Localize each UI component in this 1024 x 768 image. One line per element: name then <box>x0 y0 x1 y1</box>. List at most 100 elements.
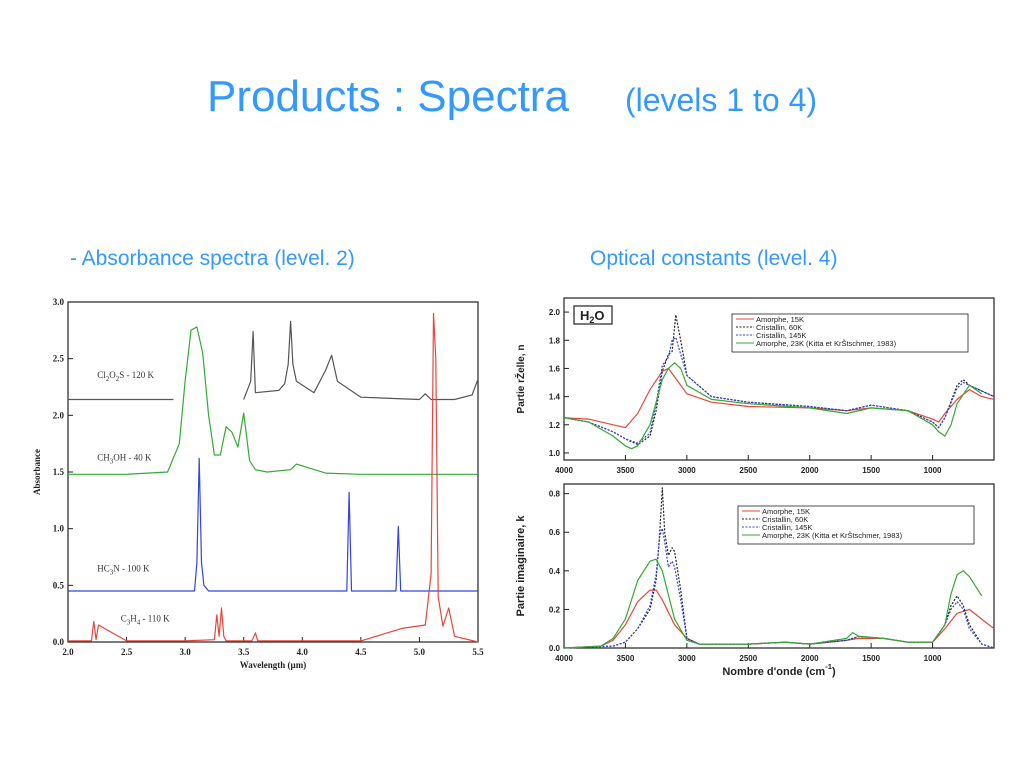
annotation-part: OH - 40 K <box>113 453 152 463</box>
x-tick-label: 5.0 <box>414 647 426 657</box>
series-line-ch3oh-40-k <box>68 326 478 475</box>
h2o-label-box: H2O <box>573 305 613 325</box>
annotation-part: H <box>130 614 137 624</box>
y-axis-label: Absorbance <box>32 449 42 495</box>
x-axis-label: Wavelength (µm) <box>240 660 306 670</box>
y-tick-label: 2.0 <box>53 410 65 420</box>
x-tick-label: 1500 <box>862 654 880 663</box>
legend-label-amorphe-15k: Amorphe, 15K <box>756 315 804 324</box>
x-axis-label-tail: ) <box>832 666 836 678</box>
series-line-amorphe-23k-kitta-et-kr-tschmer-1983 <box>563 362 983 450</box>
absorbance-chart: 2.0 2.5 3.0 3.5 4.0 4.5 5.0 5.5 0.0 0.5 1.0 1.5 2.0 2… <box>30 290 485 680</box>
y-tick-label: 1.8 <box>549 336 561 345</box>
series-line-hc3n-100-k <box>68 457 478 592</box>
series-annotation-ch3oh-40-k: CH3OH - 40 K <box>97 453 152 466</box>
x-tick-label: 4000 <box>555 654 573 663</box>
x-tick-label: 2500 <box>739 466 757 474</box>
annotation-part: CH <box>97 453 110 463</box>
x-tick-label: 3500 <box>617 466 635 474</box>
plot-frame <box>563 483 995 649</box>
legend-label-cristallin-145k: Cristallin, 145K <box>756 331 806 340</box>
annotation-part: HC <box>97 564 110 574</box>
x-tick-label: 3500 <box>617 654 635 663</box>
x-tick-label: 4.0 <box>297 647 309 657</box>
annotation-subscript: 3 <box>127 619 131 627</box>
x-axis-label-text: Wavelength (µm) <box>240 660 306 670</box>
y-tick-label: 0.0 <box>53 637 65 647</box>
h2o-box <box>573 305 613 325</box>
annotation-subscript: 4 <box>137 619 141 627</box>
y-tick-label: 3.0 <box>53 297 65 307</box>
refractive-index-chart: 4000 3500 3000 2500 2000 1500 1000 1.0 1.2 1.4 1.6… <box>512 294 1004 474</box>
legend-label-cristallin-60k: Cristallin, 60K <box>756 323 802 332</box>
series-group <box>563 314 995 450</box>
h2o-part: H <box>580 308 589 323</box>
x-tick-label: 2.0 <box>62 647 74 657</box>
y-tick-label: 0.0 <box>549 644 561 653</box>
chart-background <box>30 290 485 680</box>
x-tick-label: 2000 <box>801 466 819 474</box>
plot-frame <box>563 297 995 461</box>
annotation-subscript: 3 <box>110 569 114 577</box>
x-axis-label-superscript: -1 <box>825 662 833 671</box>
legend-label-cristallin-60k: Cristallin, 60K <box>762 515 808 524</box>
y-axis-label: Partie imaginaire, k <box>515 515 527 617</box>
y-tick-label: 1.0 <box>549 449 561 458</box>
y-tick-label: 0.2 <box>549 605 561 614</box>
title-subtitle: (levels 1 to 4) <box>624 82 818 118</box>
annotation-part: Cl <box>97 370 106 380</box>
y-tick-label: 2.0 <box>549 308 561 317</box>
y-tick-label: 0.6 <box>549 528 561 537</box>
x-tick-label: 2000 <box>801 654 819 663</box>
y-tick-label: 0.8 <box>549 490 561 499</box>
x-axis-label: Nombre d'onde (cm-1) <box>722 662 836 678</box>
y-tick-label: 1.6 <box>549 364 561 373</box>
series-annotation-c3h4-110-k: C3H4 - 110 K <box>121 614 170 627</box>
x-tick-label: 5.5 <box>472 647 484 657</box>
annotation-subscript: 2 <box>106 375 110 383</box>
x-axis-label-text: Nombre d'onde (cm <box>722 666 825 678</box>
y-tick-label: 1.2 <box>549 421 561 430</box>
title-main: Products : Spectra <box>206 72 569 121</box>
legend-box <box>731 313 969 353</box>
x-tick-label: 3.0 <box>180 647 192 657</box>
h2o-subscript: 2 <box>589 315 594 325</box>
series-line-c2o2s-120-k <box>68 320 479 401</box>
annotation-subscript: 3 <box>110 458 114 466</box>
y-tick-label: 0.4 <box>549 567 561 576</box>
legend-label-amorphe-23k-kitta-et-kr-tschmer-1983: Amorphe, 23K (Kitta et KrŠtschmer, 1983) <box>756 339 897 348</box>
y-tick-label: 0.5 <box>53 580 65 590</box>
legend-label-amorphe-15k: Amorphe, 15K <box>762 507 810 516</box>
h2o-text: H2O <box>580 308 605 325</box>
x-tick-label: 1000 <box>924 466 942 474</box>
y-tick-label: 1.4 <box>549 393 561 402</box>
x-tick-label: 4000 <box>555 466 573 474</box>
x-tick-label: 4.5 <box>355 647 367 657</box>
annotation-part: N - 100 K <box>113 564 150 574</box>
annotation-part: O <box>109 370 116 380</box>
y-tick-label: 1.0 <box>53 524 65 534</box>
legend-label-amorphe-23k-kitta-et-kr-tschmer-1983: Amorphe, 23K (Kitta et KrŠtschmer, 1983) <box>762 531 903 540</box>
series-annotation-hc3n-100-k: HC3N - 100 K <box>97 564 150 577</box>
series-annotation-c2o2s-120-k: Cl2O2S - 120 K <box>97 370 154 383</box>
x-tick-label: 1000 <box>924 654 942 663</box>
y-axis-label: Partie rŽelle, n <box>514 345 527 414</box>
x-tick-label: 2.5 <box>121 647 133 657</box>
legend-box <box>737 505 975 545</box>
series-line-amorphe-23k-kitta-et-kr-tschmer-1983 <box>563 558 983 649</box>
series-line-c3h4-110-k <box>68 312 479 643</box>
series-group <box>563 487 995 649</box>
x-tick-label: 3000 <box>678 466 696 474</box>
series-group <box>68 312 479 643</box>
x-tick-label: 3.5 <box>238 647 250 657</box>
absorbance-caption: - Absorbance spectra (level. 2) <box>70 247 355 270</box>
x-tick-label: 1500 <box>862 466 880 474</box>
annotation-part: S - 120 K <box>119 370 154 380</box>
annotation-subscript: 2 <box>116 375 120 383</box>
absorption-index-chart: 4000 3500 3000 2500 2000 1500 1000 0.0 0.2 0.4 0.6… <box>512 480 1004 688</box>
x-tick-label: 2500 <box>739 654 757 663</box>
x-tick-label: 3000 <box>678 654 696 663</box>
slide-title: Products : Spectra (levels 1 to 4) <box>0 72 1024 122</box>
